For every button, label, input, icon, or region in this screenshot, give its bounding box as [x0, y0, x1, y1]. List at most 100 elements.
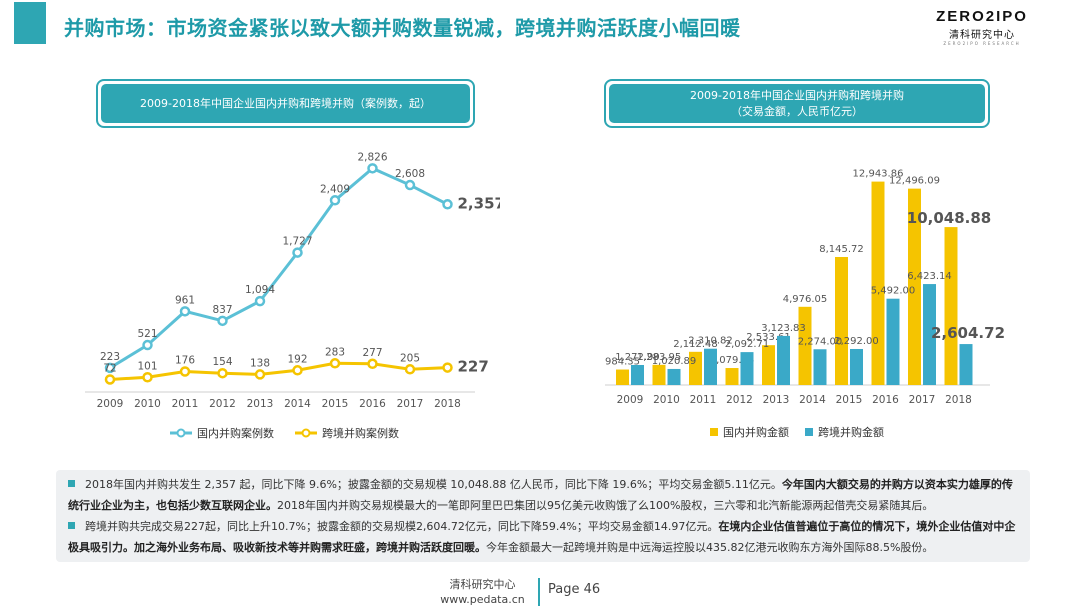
- bar-crossborder: [704, 348, 717, 385]
- legend-swatch: [710, 428, 718, 436]
- data-point: [329, 195, 341, 206]
- data-label: 176: [175, 355, 195, 367]
- note-crossborder-plain: 跨境并购共完成交易227起，同比上升10.7%；披露金额的交易规模2,604.7…: [85, 520, 719, 533]
- note-crossborder-bold: 在境内企业估值普遍位于高位的情况下，境外企业估值对中企极具吸引力。加之海外业务布…: [68, 520, 1016, 554]
- data-point: [217, 315, 228, 327]
- logo-tagline: ZERO2IPO RESEARCH: [943, 41, 1021, 46]
- x-tick-label: 2011: [172, 398, 199, 410]
- logo-brand: ZERO2IPO: [936, 8, 1028, 25]
- data-label: 1,272.99: [615, 352, 660, 363]
- bar-domestic: [798, 306, 812, 385]
- data-label-highlight: 10,048.88: [907, 209, 991, 227]
- note-domestic-tail: 2018年国内并购交易规模最大的一笔即阿里巴巴集团以95亿美元收购饿了么100%…: [277, 499, 934, 512]
- x-tick-label: 2012: [726, 394, 753, 406]
- bar-crossborder: [886, 298, 900, 385]
- legend-swatch: [805, 428, 813, 436]
- data-point: [404, 364, 416, 375]
- legend-label: 国内并购金额: [723, 425, 789, 439]
- data-point: [217, 367, 228, 379]
- x-tick-label: 2015: [322, 398, 349, 410]
- data-label: 4,976.05: [783, 294, 828, 305]
- data-point: [254, 295, 266, 307]
- data-label: 961: [175, 294, 195, 306]
- footer-org: 清科研究中心 www.pedata.cn: [430, 577, 535, 607]
- data-label: 2,608: [395, 168, 425, 180]
- data-label-highlight: 227: [458, 358, 489, 376]
- bar-crossborder: [850, 348, 863, 385]
- footer-website[interactable]: www.pedata.cn: [440, 593, 525, 606]
- data-point: [442, 199, 453, 210]
- data-label: 1,020.89: [652, 356, 697, 367]
- logo-subtitle: 清科研究中心: [949, 30, 1015, 41]
- data-label: 2,092.71: [725, 339, 770, 350]
- data-label: 2,310.82: [688, 336, 733, 347]
- data-label-highlight: 2,357: [458, 194, 501, 212]
- page-title: 并购市场：市场资金紧张以致大额并购数量锐减，跨境并购活跃度小幅回暖: [64, 16, 741, 40]
- data-label: 101: [137, 360, 157, 372]
- bar-crossborder: [740, 352, 754, 385]
- x-tick-label: 2017: [397, 398, 424, 410]
- left-chart-title-box: 2009-2018年中国企业国内并购和跨境并购（案例数，起）: [96, 79, 475, 128]
- data-point: [367, 358, 378, 370]
- data-point: [292, 247, 303, 258]
- x-tick-label: 2016: [359, 398, 386, 410]
- data-label: 8,145.72: [819, 244, 864, 255]
- data-label: 2,533.61: [746, 332, 791, 343]
- data-point: [104, 374, 116, 385]
- x-tick-label: 2009: [617, 394, 644, 406]
- legend-label: 跨境并购案例数: [322, 426, 399, 440]
- data-point: [367, 163, 378, 174]
- data-label: 72: [103, 362, 116, 374]
- data-label: 283: [325, 346, 345, 358]
- data-label: 2,112.48: [673, 339, 718, 350]
- data-label: 1,079.84: [710, 355, 755, 366]
- series-line-0: [109, 166, 449, 370]
- data-point: [142, 339, 153, 351]
- right-chart-title-line1: 2009-2018年中国企业国内并购和跨境并购: [690, 88, 904, 102]
- bar-domestic: [908, 188, 921, 385]
- bar-crossborder: [777, 335, 790, 385]
- bar-crossborder: [959, 344, 973, 385]
- x-tick-label: 2017: [909, 394, 936, 406]
- data-label: 1,094: [245, 284, 275, 296]
- data-label: 984.35: [605, 357, 640, 368]
- data-label-highlight: 2,604.72: [931, 324, 1005, 342]
- bar-domestic: [689, 351, 702, 385]
- data-label: 1,283.95: [637, 352, 682, 363]
- note-crossborder-tail: 今年金额最大一起跨境并购是中远海运控股以435.82亿港元收购东方海外国际88.…: [486, 541, 934, 554]
- footer-divider: [538, 578, 540, 606]
- right-chart-title-box: 2009-2018年中国企业国内并购和跨境并购 （交易金额，人民币亿元）: [604, 79, 990, 128]
- x-tick-label: 2018: [434, 398, 461, 410]
- x-tick-label: 2011: [690, 394, 717, 406]
- data-label: 205: [400, 352, 420, 364]
- x-tick-label: 2010: [134, 398, 161, 410]
- legend-marker: [176, 428, 186, 438]
- bar-crossborder: [813, 349, 827, 385]
- title-accent-bar: [14, 2, 46, 44]
- note-domestic: 2018年国内并购共发生 2,357 起，同比下降 9.6%；披露金额的交易规模…: [68, 474, 1020, 516]
- bar-domestic: [762, 345, 775, 385]
- legend-label: 跨境并购金额: [818, 425, 884, 439]
- bar-domestic: [616, 369, 629, 385]
- data-label: 2,292.00: [834, 336, 879, 347]
- bar-domestic: [725, 368, 739, 385]
- data-label: 2,409: [320, 183, 350, 195]
- note-crossborder: 跨境并购共完成交易227起，同比上升10.7%；披露金额的交易规模2,604.7…: [68, 516, 1020, 558]
- page-number: Page 46: [548, 582, 601, 597]
- data-label: 1,727: [282, 236, 312, 248]
- x-tick-label: 2014: [284, 398, 311, 410]
- x-tick-label: 2015: [836, 394, 863, 406]
- bar-crossborder: [667, 368, 681, 385]
- bullet-icon: [68, 480, 75, 487]
- data-label: 12,943.86: [853, 169, 904, 180]
- data-label: 5,492.00: [871, 286, 916, 297]
- note-domestic-bold: 今年国内大额交易的并购方以资本实力雄厚的传统行业企业为主，也包括少数互联网企业。: [68, 478, 1013, 512]
- data-label: 2,274.00: [798, 336, 843, 347]
- logo: ZERO2IPO 清科研究中心 ZERO2IPO RESEARCH: [912, 8, 1052, 56]
- data-label: 6,423.14: [907, 271, 952, 282]
- data-label: 3,123.83: [761, 323, 806, 334]
- data-point: [292, 365, 303, 376]
- note-domestic-plain: 2018年国内并购共发生 2,357 起，同比下降 9.6%；披露金额的交易规模…: [85, 478, 782, 491]
- data-point: [404, 179, 416, 191]
- legend-label: 国内并购案例数: [197, 426, 274, 440]
